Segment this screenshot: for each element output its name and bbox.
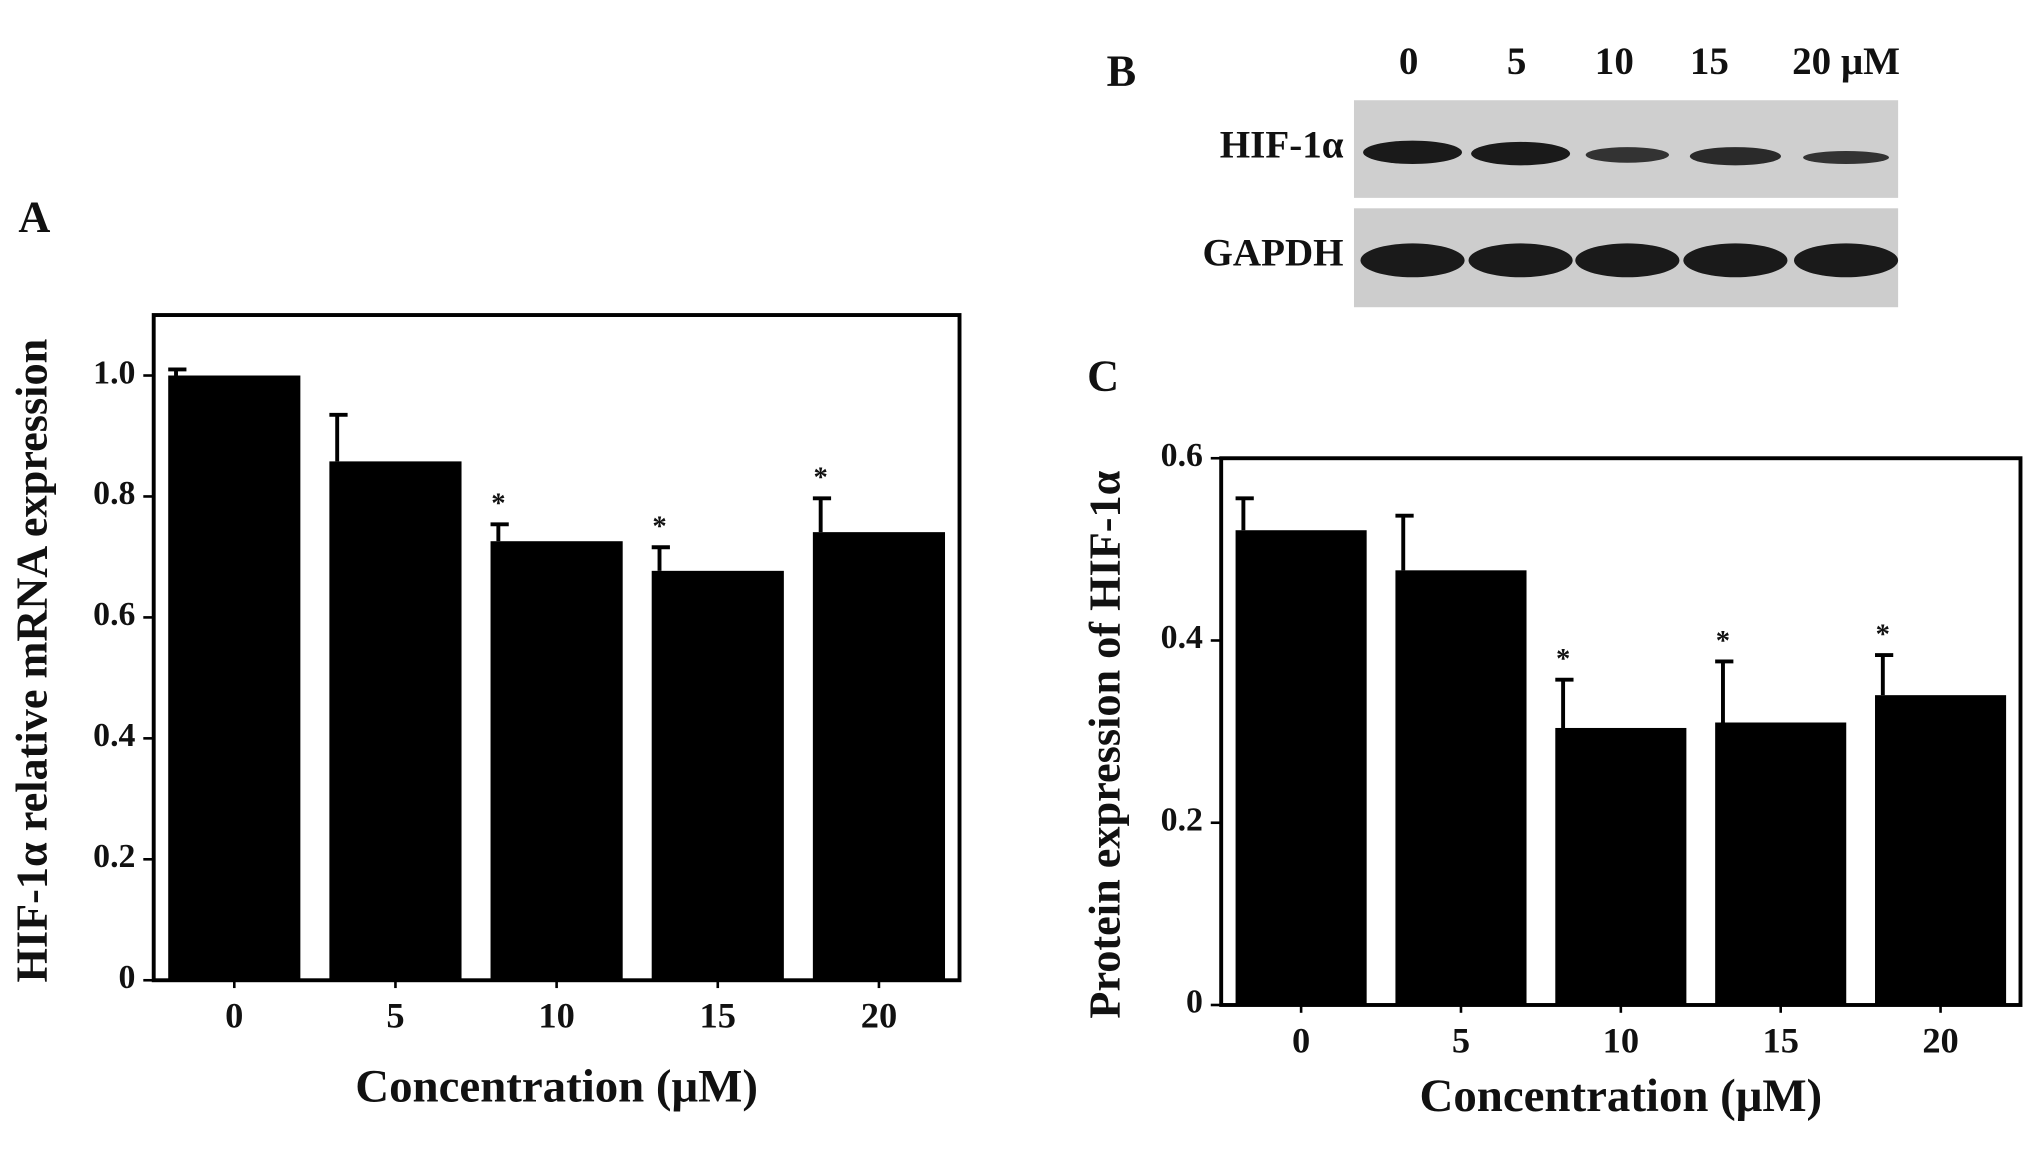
bar bbox=[329, 461, 462, 981]
x-tick-label: 5 bbox=[1452, 1020, 1470, 1060]
y-tick-label: 0.2 bbox=[1161, 802, 1203, 839]
bar bbox=[1715, 722, 1847, 1005]
significance-marker: * bbox=[814, 462, 828, 494]
y-axis-title: Protein expression of HIF-1α bbox=[1080, 470, 1129, 1018]
row-label: HIF-1α bbox=[1220, 123, 1344, 166]
x-tick-label: 10 bbox=[1603, 1020, 1639, 1060]
error-bar bbox=[1395, 513, 1414, 571]
bar bbox=[1395, 570, 1527, 1005]
x-tick-label: 0 bbox=[1292, 1020, 1310, 1060]
significance-marker: * bbox=[1876, 618, 1890, 650]
panel-label: A bbox=[18, 192, 50, 241]
x-tick-label: 20 bbox=[861, 996, 897, 1036]
y-tick-label: 0 bbox=[1186, 984, 1203, 1021]
bar bbox=[490, 541, 623, 981]
x-tick-label: 0 bbox=[225, 996, 243, 1036]
significance-marker: * bbox=[491, 488, 505, 520]
error-bar bbox=[1875, 653, 1894, 696]
bar bbox=[651, 570, 784, 981]
y-tick-label: 0 bbox=[119, 959, 136, 996]
y-tick-label: 0.6 bbox=[1161, 437, 1203, 474]
lane-label: 15 bbox=[1690, 40, 1729, 83]
x-tick-label: 15 bbox=[700, 996, 736, 1036]
panel-label: C bbox=[1087, 351, 1119, 400]
bar bbox=[1875, 695, 2007, 1005]
error-bar bbox=[651, 545, 670, 571]
significance-marker: * bbox=[1556, 643, 1570, 675]
blot-bands bbox=[1360, 140, 1899, 278]
x-axis-title: Concentration (μM) bbox=[1420, 1070, 1823, 1122]
error-bar bbox=[1555, 677, 1574, 728]
lane-label: 20 μM bbox=[1792, 40, 1900, 83]
y-axis-title: HIF-1α relative mRNA expression bbox=[8, 339, 57, 983]
error-bar bbox=[1235, 496, 1254, 531]
y-tick-label: 0.4 bbox=[93, 717, 135, 754]
y-tick-label: 0.8 bbox=[93, 475, 135, 512]
panel-label: B bbox=[1107, 47, 1137, 96]
y-tick-label: 0.6 bbox=[93, 596, 135, 633]
error-bar bbox=[168, 367, 187, 376]
y-tick-label: 0.4 bbox=[1161, 619, 1203, 656]
bar bbox=[1235, 530, 1367, 1005]
x-tick-label: 10 bbox=[538, 996, 574, 1036]
x-tick-label: 20 bbox=[1922, 1020, 1958, 1060]
lane-label: 0 bbox=[1399, 40, 1419, 83]
bar bbox=[168, 375, 301, 981]
error-bar bbox=[812, 496, 832, 533]
x-axis-title: Concentration (μM) bbox=[355, 1061, 758, 1113]
error-bar bbox=[490, 522, 509, 542]
y-tick-label: 0.2 bbox=[93, 838, 135, 875]
bar bbox=[812, 532, 946, 981]
error-bar bbox=[329, 412, 348, 462]
x-tick-label: 15 bbox=[1762, 1020, 1798, 1060]
x-tick-label: 5 bbox=[386, 996, 404, 1036]
y-tick-label: 1.0 bbox=[93, 354, 135, 391]
significance-marker: * bbox=[1716, 625, 1730, 657]
lane-label: 10 bbox=[1595, 40, 1634, 83]
bar bbox=[1555, 727, 1687, 1005]
error-bar bbox=[1715, 659, 1734, 723]
lane-label: 5 bbox=[1507, 40, 1527, 83]
row-label: GAPDH bbox=[1203, 231, 1344, 274]
significance-marker: * bbox=[652, 511, 666, 543]
